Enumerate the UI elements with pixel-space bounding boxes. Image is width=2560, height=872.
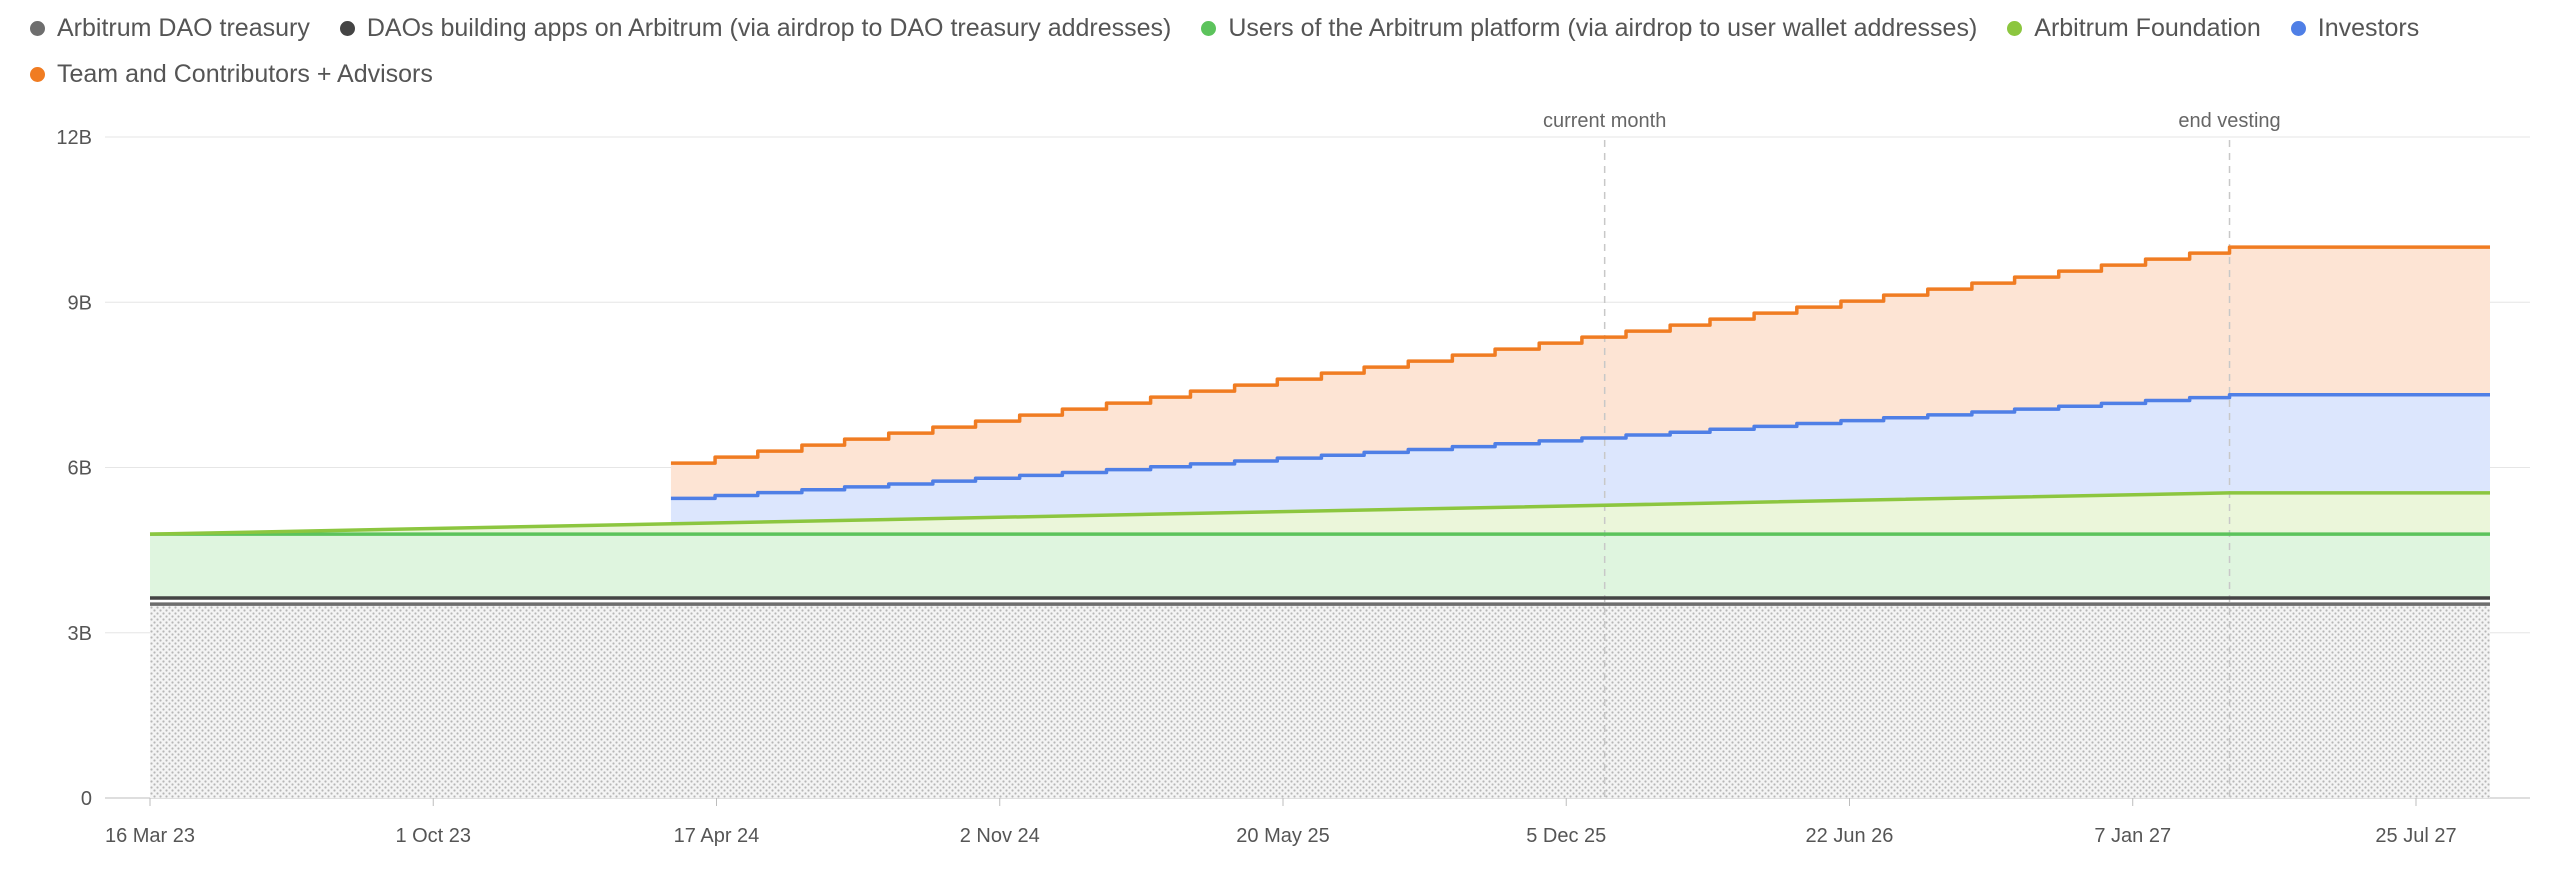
legend-item[interactable]: Investors: [2290, 12, 2420, 44]
legend-dot-icon: [339, 20, 355, 36]
area-fill: [150, 604, 2490, 798]
y-tick-label: 3B: [68, 623, 92, 645]
legend-item[interactable]: DAOs building apps on Arbitrum (via aird…: [339, 12, 1172, 44]
legend-item[interactable]: Arbitrum DAO treasury: [30, 12, 310, 44]
chart-legend: Arbitrum DAO treasury DAOs building apps …: [30, 12, 2530, 90]
legend-dot-icon: [2007, 20, 2023, 36]
area-fill: [670, 247, 2491, 499]
y-axis: 0 3B 6B 9B 12B: [56, 127, 92, 810]
x-tick-label: 5 Dec 25: [1526, 825, 1606, 847]
x-tick-label: 16 Mar 23: [105, 825, 195, 847]
x-tick-label: 25 Jul 27: [2375, 825, 2456, 847]
area-fill: [150, 534, 2490, 599]
legend-label: DAOs building apps on Arbitrum (via aird…: [366, 14, 1172, 42]
legend-item[interactable]: Team and Contributors + Advisors: [30, 58, 433, 90]
series-line: [670, 393, 2490, 501]
y-tick-label: 6B: [68, 458, 92, 480]
x-tick-label: 22 Jun 26: [1806, 825, 1894, 847]
series-line: [149, 491, 2490, 536]
legend-label: Arbitrum DAO treasury: [57, 14, 310, 42]
x-tick-label: 1 Oct 23: [395, 825, 471, 847]
x-tick-label: 17 Apr 24: [674, 825, 760, 847]
x-axis: 16 Mar 23 1 Oct 23 17 Apr 24 2 Nov 24 20 May…: [105, 798, 2457, 847]
y-tick-label: 9B: [68, 292, 92, 314]
annotation-label: end vesting: [2178, 110, 2280, 132]
legend-dot-icon: [1201, 20, 1217, 36]
series-line: [670, 245, 2490, 465]
legend-dot-icon: [30, 20, 45, 36]
series-lines: [149, 245, 2490, 606]
legend-label: Investors: [2317, 14, 2420, 42]
legend-dot-icon: [2290, 20, 2306, 36]
annotation-label: current month: [1543, 110, 1666, 132]
y-tick-label: 0: [81, 788, 92, 810]
legend-item[interactable]: Users of the Arbitrum platform (via aird…: [1201, 12, 1977, 44]
legend-dot-icon: [30, 66, 45, 82]
y-tick-label: 12B: [56, 127, 92, 149]
x-tick-label: 7 Jan 27: [2094, 825, 2171, 847]
legend-label: Users of the Arbitrum platform (via aird…: [1228, 14, 1978, 42]
x-tick-label: 20 May 25: [1236, 825, 1329, 847]
legend-label: Arbitrum Foundation: [2034, 14, 2261, 42]
legend-label: Team and Contributors + Advisors: [57, 60, 433, 88]
area-fill: [670, 394, 2491, 524]
x-tick-label: 2 Nov 24: [960, 825, 1040, 847]
area-fills: [150, 247, 2491, 798]
legend-item[interactable]: Arbitrum Foundation: [2007, 12, 2261, 44]
